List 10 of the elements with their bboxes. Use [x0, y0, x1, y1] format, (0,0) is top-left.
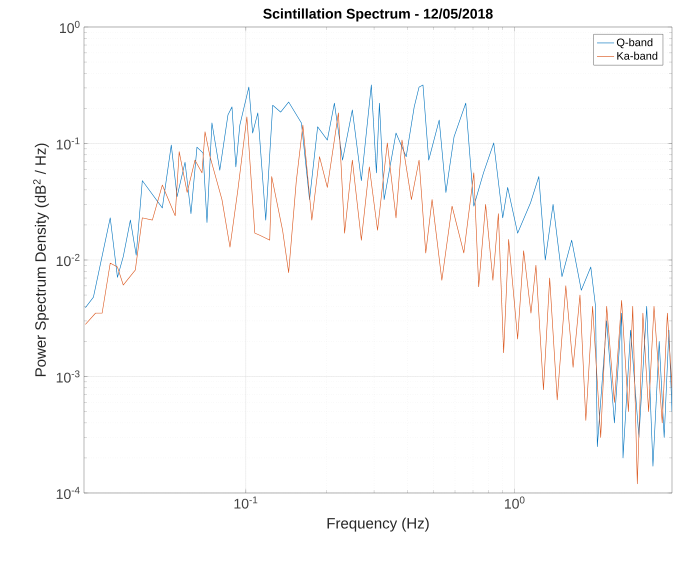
x-axis-title: Frequency (Hz) [328, 518, 429, 532]
y-tick-label: 10$^{-2}$ [56, 254, 80, 266]
legend-label: Q-band [616, 38, 652, 48]
y-tick-label: 10$^{-1}$ [56, 137, 80, 150]
y-tick-label: 10$^{-3}$ [56, 370, 80, 383]
chart-title: Scintillation Spectrum - 12/05/2018 [263, 8, 493, 22]
y-tick-label: 10$^{0}$ [60, 20, 80, 34]
y-axis-title: Power Spectrum Density (dB$^{2}$ / Hz) [33, 144, 49, 376]
y-tick-label: 10$^{-4}$ [56, 486, 80, 500]
legend-label: Ka-band [617, 52, 658, 60]
